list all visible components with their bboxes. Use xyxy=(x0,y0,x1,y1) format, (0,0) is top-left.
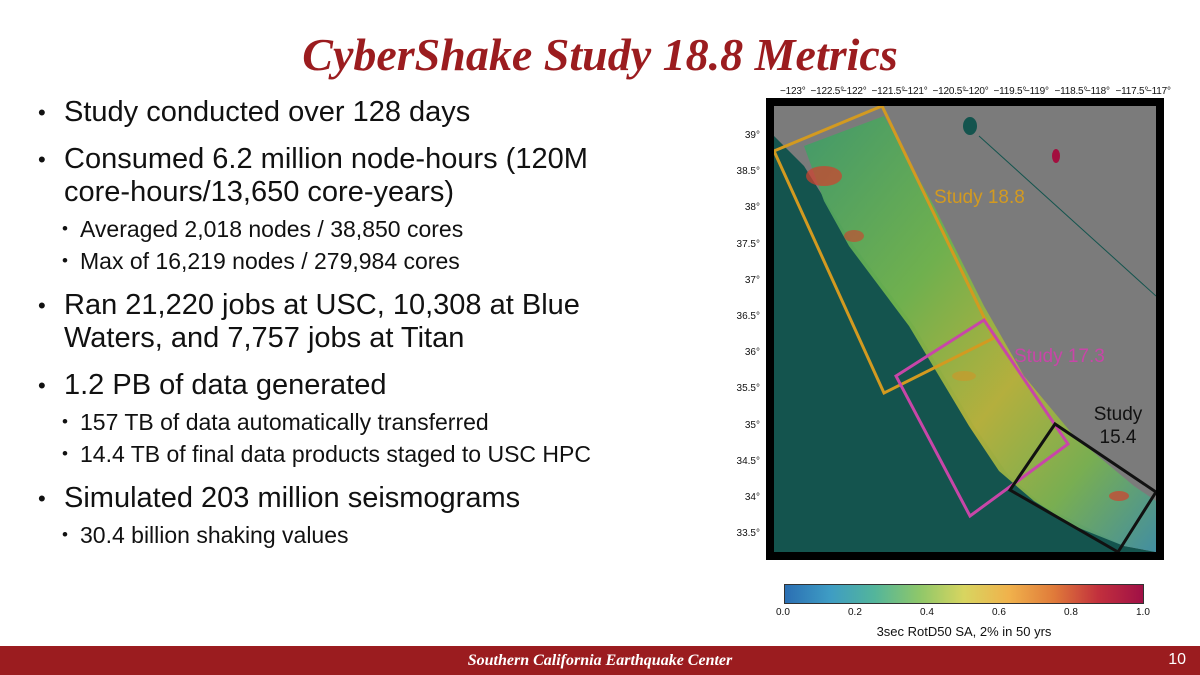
study-18-8-label: Study 18.8 xyxy=(934,187,1025,208)
lon-tick: −119° xyxy=(1024,86,1049,97)
map-area xyxy=(774,106,1156,552)
lat-tick: 38° xyxy=(744,202,760,214)
bullet-5: Simulated 203 million seismograms xyxy=(38,482,718,515)
study-15-4-box xyxy=(1007,421,1156,552)
lon-tick: −118° xyxy=(1085,86,1110,97)
lat-tick: 35° xyxy=(744,419,760,431)
lon-tick: −122.5° xyxy=(810,86,845,97)
lat-tick: 36° xyxy=(744,347,760,359)
lon-tick: −119.5° xyxy=(993,86,1027,97)
colorbar-label: 3sec RotD50 SA, 2% in 50 yrs xyxy=(876,624,1052,639)
lon-tick: −120° xyxy=(963,86,989,97)
study-17-3-label: Study 17.3 xyxy=(1014,346,1105,367)
study-18-8-box xyxy=(774,106,996,396)
lon-tick: −117.5° xyxy=(1115,86,1149,97)
footer-text: Southern California Earthquake Center xyxy=(467,652,733,669)
lon-tick: −121° xyxy=(902,86,928,97)
lon-tick: −121.5° xyxy=(871,86,906,97)
colorbar-tick: 0.8 xyxy=(1064,607,1078,618)
bullet-3: Ran 21,220 jobs at USC, 10,308 at Blue W… xyxy=(38,289,664,355)
lon-tick: −118.5° xyxy=(1054,86,1088,97)
lon-tick: −117° xyxy=(1146,86,1171,97)
colorbar-tick: 0.0 xyxy=(776,607,790,618)
sub-bullet-4-1: 157 TB of data automatically transferred xyxy=(38,408,718,436)
bullet-4: 1.2 PB of data generated xyxy=(38,369,718,402)
sub-bullet-2-1: Averaged 2,018 nodes / 38,850 cores xyxy=(38,215,718,243)
lat-tick: 34.5° xyxy=(736,455,760,467)
sub-bullet-2-2: Max of 16,219 nodes / 279,984 cores xyxy=(38,247,718,275)
bullet-1: Study conducted over 128 days xyxy=(38,96,718,129)
footer-bar: Southern California Earthquake Center 10 xyxy=(0,646,1200,675)
lat-tick: 37.5° xyxy=(736,238,760,250)
bullet-list: Study conducted over 128 days Consumed 6… xyxy=(38,96,718,563)
lat-tick: 34° xyxy=(744,492,760,503)
colorbar-tick: 0.2 xyxy=(848,607,862,618)
lon-tick: −123° xyxy=(780,86,806,97)
colorbar-tick: 0.4 xyxy=(920,607,934,618)
hazard-map xyxy=(766,98,1164,560)
lon-tick: −122° xyxy=(841,86,867,97)
lat-tick: 36.5° xyxy=(736,311,760,322)
lat-tick: 35.5° xyxy=(736,383,760,395)
study-15-4-label: Study 15.4 xyxy=(1093,404,1143,448)
lat-tick: 33.5° xyxy=(736,528,760,540)
colorbar-tick: 1.0 xyxy=(1136,607,1150,618)
lat-tick: 39° xyxy=(744,130,760,141)
bullet-2: Consumed 6.2 million node-hours (120M co… xyxy=(38,143,624,209)
sub-bullet-5-1: 30.4 billion shaking values xyxy=(38,521,718,549)
slide-title: CyberShake Study 18.8 Metrics xyxy=(302,29,898,80)
lat-tick: 38.5° xyxy=(736,166,760,178)
sub-bullet-4-2: 14.4 TB of final data products staged to… xyxy=(38,440,718,468)
page-number: 10 xyxy=(1168,651,1186,668)
lon-tick: −120.5° xyxy=(932,86,967,97)
study-17-3-box xyxy=(894,317,1071,519)
colorbar xyxy=(784,584,1144,604)
lat-tick: 37° xyxy=(744,274,760,286)
map-graphic xyxy=(774,106,1156,552)
colorbar-tick: 0.6 xyxy=(992,607,1006,618)
